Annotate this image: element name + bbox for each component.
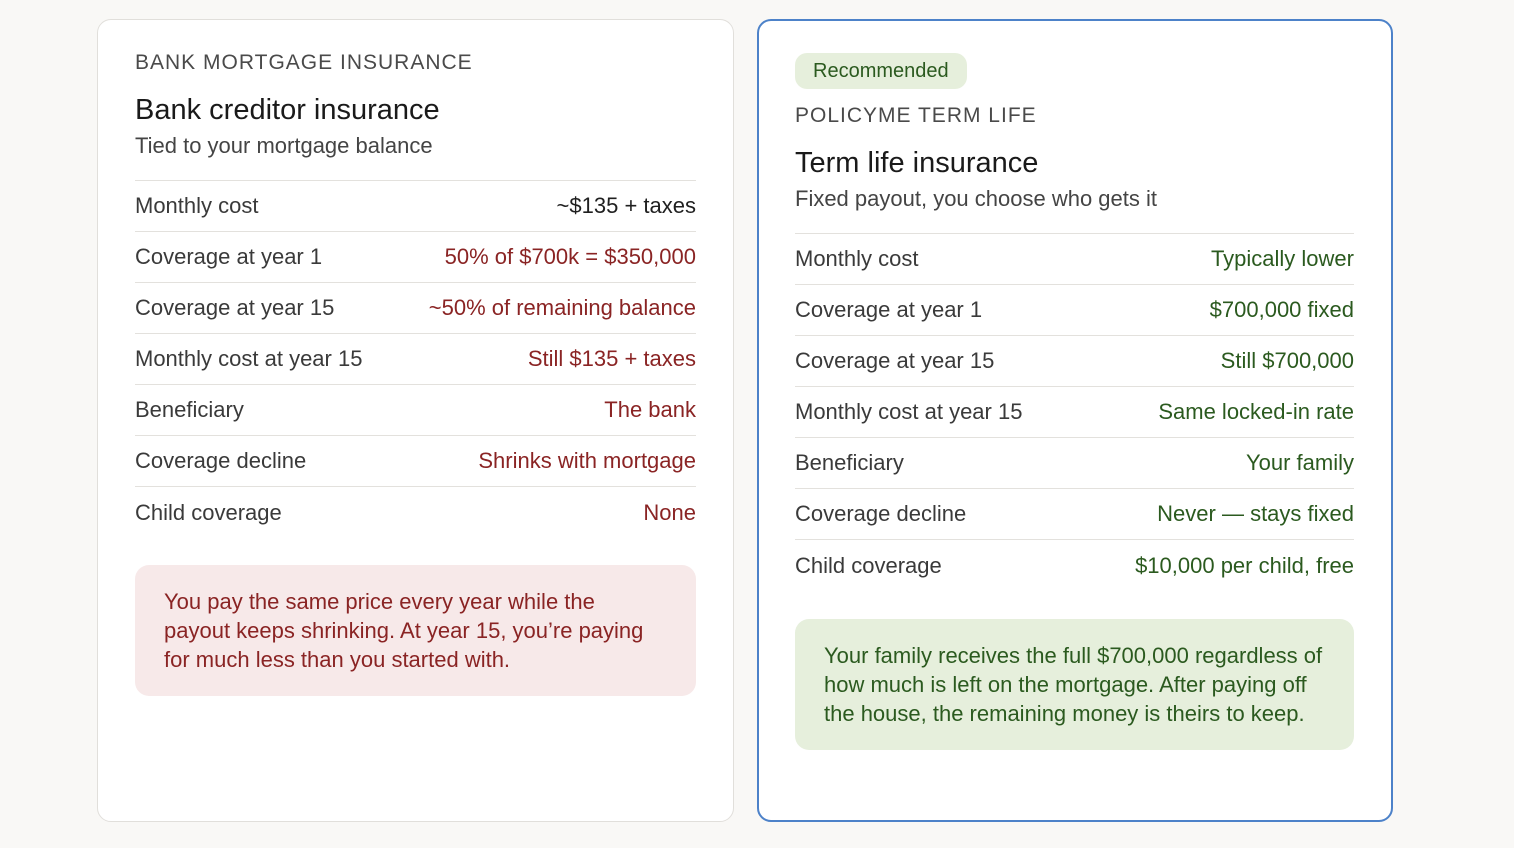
row-value: $10,000 per child, free xyxy=(1135,552,1354,578)
row-value: Still $135 + taxes xyxy=(527,346,696,371)
recommended-badge: Recommended xyxy=(795,53,967,89)
row-coverage-decline: Coverage decline Shrinks with mortgage xyxy=(135,436,696,487)
term-life-card: Recommended POLICYME TERM LIFE Term life… xyxy=(757,19,1393,822)
row-value: None xyxy=(643,499,696,525)
row-label: Coverage decline xyxy=(135,448,307,473)
row-value: Still $700,000 xyxy=(1220,348,1354,373)
row-monthly-cost-year-15: Monthly cost at year 15 Still $135 + tax… xyxy=(135,334,696,385)
row-beneficiary: Beneficiary The bank xyxy=(135,385,696,436)
row-label: Monthly cost at year 15 xyxy=(135,346,363,371)
row-coverage-year-1: Coverage at year 1 50% of $700k = $350,0… xyxy=(135,232,696,283)
row-value: ~50% of remaining balance xyxy=(428,295,696,320)
row-child-coverage: Child coverage None xyxy=(135,487,696,538)
card-subtitle: Tied to your mortgage balance xyxy=(135,133,433,158)
row-value: Same locked-in rate xyxy=(1158,399,1354,424)
row-monthly-cost: Monthly cost Typically lower xyxy=(795,234,1354,285)
row-label: Beneficiary xyxy=(135,397,244,422)
row-label: Coverage decline xyxy=(795,501,967,526)
row-value: ~$135 + taxes xyxy=(556,193,696,218)
row-label: Monthly cost xyxy=(795,246,919,271)
benefit-note: Your family receives the full $700,000 r… xyxy=(795,619,1354,750)
row-value: Typically lower xyxy=(1210,246,1354,271)
row-monthly-cost: Monthly cost ~$135 + taxes xyxy=(135,181,696,232)
row-label: Beneficiary xyxy=(795,450,904,475)
row-beneficiary: Beneficiary Your family xyxy=(795,438,1354,489)
row-label: Child coverage xyxy=(795,552,942,578)
row-value: 50% of $700k = $350,000 xyxy=(444,244,696,269)
row-label: Coverage at year 15 xyxy=(135,295,335,320)
card-title: Bank creditor insurance xyxy=(135,94,440,126)
comparison-rows: Monthly cost ~$135 + taxes Coverage at y… xyxy=(135,180,696,538)
row-coverage-year-1: Coverage at year 1 $700,000 fixed xyxy=(795,285,1354,336)
bank-insurance-card: BANK MORTGAGE INSURANCE Bank creditor in… xyxy=(97,19,734,822)
row-monthly-cost-year-15: Monthly cost at year 15 Same locked-in r… xyxy=(795,387,1354,438)
card-title: Term life insurance xyxy=(795,147,1039,179)
warning-note: You pay the same price every year while … xyxy=(135,565,696,696)
card-subtitle: Fixed payout, you choose who gets it xyxy=(795,186,1157,211)
row-coverage-decline: Coverage decline Never — stays fixed xyxy=(795,489,1354,540)
row-label: Coverage at year 1 xyxy=(135,244,323,269)
card-eyebrow: BANK MORTGAGE INSURANCE xyxy=(135,51,473,74)
row-value: The bank xyxy=(604,397,696,422)
row-value: Your family xyxy=(1245,450,1354,475)
row-label: Coverage at year 15 xyxy=(795,348,995,373)
comparison-rows: Monthly cost Typically lower Coverage at… xyxy=(795,233,1354,591)
card-eyebrow: POLICYME TERM LIFE xyxy=(795,104,1037,127)
row-label: Monthly cost xyxy=(135,193,259,218)
row-child-coverage: Child coverage $10,000 per child, free xyxy=(795,540,1354,591)
row-label: Child coverage xyxy=(135,499,282,525)
row-value: Never — stays fixed xyxy=(1157,501,1354,526)
row-value: $700,000 fixed xyxy=(1209,297,1354,322)
row-label: Coverage at year 1 xyxy=(795,297,983,322)
row-label: Monthly cost at year 15 xyxy=(795,399,1023,424)
row-coverage-year-15: Coverage at year 15 Still $700,000 xyxy=(795,336,1354,387)
row-value: Shrinks with mortgage xyxy=(478,448,696,473)
row-coverage-year-15: Coverage at year 15 ~50% of remaining ba… xyxy=(135,283,696,334)
